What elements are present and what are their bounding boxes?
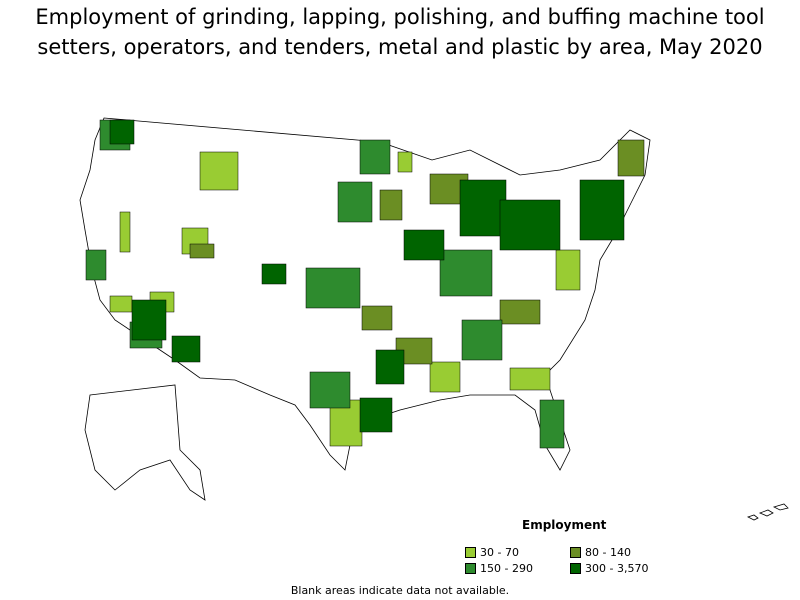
area-150-290 — [305, 267, 361, 309]
legend-item-80-140: 80 - 140 — [570, 546, 631, 559]
area-150-290 — [539, 399, 565, 449]
area-300-3570 — [109, 119, 135, 145]
area-300-3570 — [359, 397, 393, 433]
area-30-70 — [509, 367, 551, 391]
area-30-70 — [109, 295, 133, 313]
area-150-290 — [85, 249, 107, 281]
legend-swatch — [570, 547, 581, 558]
alaska — [84, 384, 206, 501]
area-300-3570 — [499, 199, 561, 251]
area-80-140 — [379, 189, 403, 221]
map-title: Employment of grinding, lapping, polishi… — [0, 2, 800, 62]
legend-label: 150 - 290 — [480, 562, 533, 575]
legend-swatch — [465, 563, 476, 574]
area-150-290 — [337, 181, 373, 223]
legend-label: 80 - 140 — [585, 546, 631, 559]
area-80-140 — [189, 243, 215, 259]
area-150-290 — [309, 371, 351, 409]
area-300-3570 — [459, 179, 507, 237]
area-80-140 — [499, 299, 541, 325]
area-80-140 — [361, 305, 393, 331]
legend-item-30-70: 30 - 70 — [465, 546, 519, 559]
area-30-70 — [555, 249, 581, 291]
area-300-3570 — [403, 229, 445, 261]
area-150-290 — [461, 319, 503, 361]
legend-item-300-3570: 300 - 3,570 — [570, 562, 648, 575]
title-line-1: Employment of grinding, lapping, polishi… — [35, 5, 765, 29]
legend-label: 300 - 3,570 — [585, 562, 649, 575]
footnote: Blank areas indicate data not available. — [290, 584, 510, 597]
alaska-outline — [84, 384, 206, 501]
area-300-3570 — [171, 335, 201, 363]
area-300-3570 — [579, 179, 625, 241]
area-30-70 — [199, 151, 239, 191]
area-300-3570 — [131, 299, 167, 341]
area-300-3570 — [261, 263, 287, 285]
hawaii-islands — [746, 503, 789, 521]
title-line-2: setters, operators, and tenders, metal a… — [37, 35, 763, 59]
area-30-70 — [119, 211, 131, 253]
area-30-70 — [397, 151, 413, 173]
area-80-140 — [617, 139, 645, 177]
legend-item-150-290: 150 - 290 — [465, 562, 533, 575]
hawaii — [746, 503, 789, 521]
area-30-70 — [429, 361, 461, 393]
legend-title: Employment — [522, 518, 607, 532]
legend-swatch — [570, 563, 581, 574]
area-150-290 — [439, 249, 493, 297]
employment-areas — [85, 119, 645, 449]
legend-swatch — [465, 547, 476, 558]
area-150-290 — [359, 139, 391, 175]
legend-label: 30 - 70 — [480, 546, 519, 559]
area-300-3570 — [375, 349, 405, 385]
